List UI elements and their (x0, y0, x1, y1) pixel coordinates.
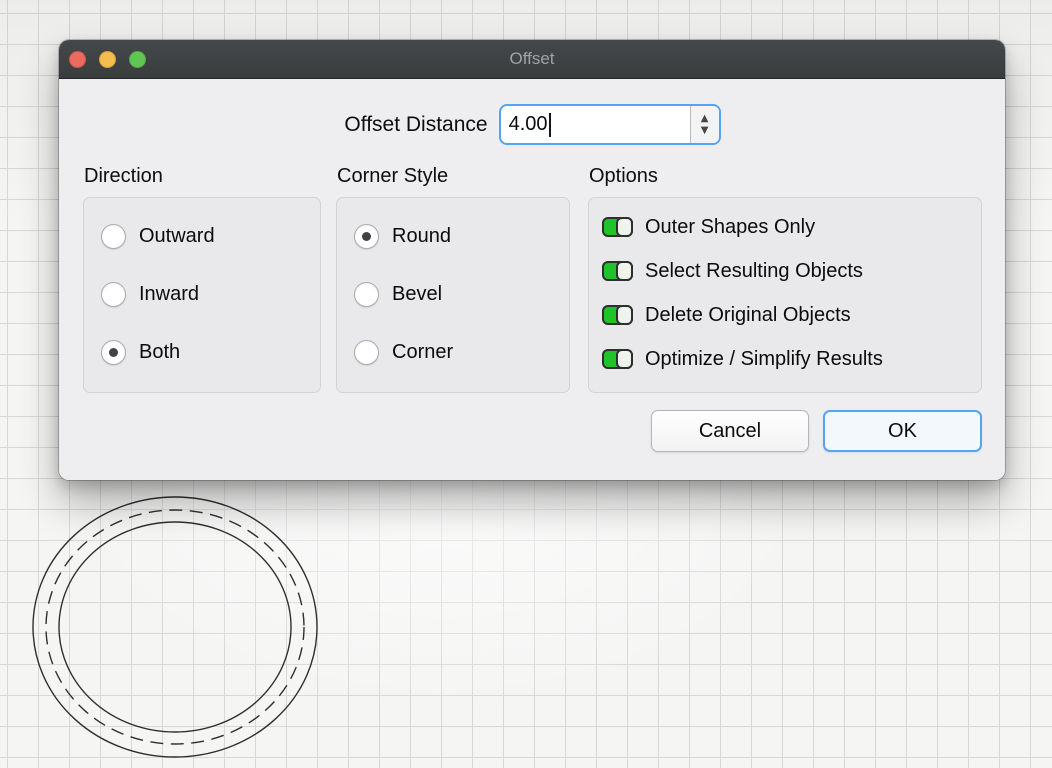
offset-distance-label: Offset Distance (344, 112, 488, 136)
stepper-up-icon[interactable]: ▲ (691, 106, 719, 125)
options-label: Options (589, 165, 658, 187)
offset-outer-ellipse[interactable] (32, 496, 318, 758)
offset-inner-ellipse[interactable] (58, 521, 292, 733)
direction-group: Outward Inward Both (83, 197, 321, 393)
close-icon[interactable] (69, 50, 86, 68)
radio-indicator[interactable] (354, 339, 379, 365)
dialog-actions: Cancel OK (83, 410, 982, 452)
radio-indicator[interactable] (101, 223, 126, 249)
toggle-knob (616, 217, 633, 237)
minimize-icon[interactable] (99, 50, 116, 68)
offset-distance-stepper: ▲ ▼ (689, 106, 719, 144)
corner-style-group: Round Bevel Corner (336, 197, 570, 393)
radio-corner[interactable]: Corner (354, 334, 552, 370)
options-group: Outer Shapes Only Select Resulting Objec… (588, 197, 982, 393)
toggle-switch[interactable] (602, 261, 633, 281)
ok-button[interactable]: OK (823, 410, 982, 452)
toggle-select-resulting-objects[interactable]: Select Resulting Objects (602, 256, 968, 286)
stepper-down-icon[interactable]: ▼ (691, 125, 719, 144)
original-dashed-ellipse[interactable] (45, 509, 305, 745)
radio-indicator[interactable] (101, 339, 126, 365)
window-title: Offset (509, 49, 555, 68)
settings-columns: Direction Outward Inward Both (83, 165, 982, 393)
text-cursor (548, 112, 551, 137)
offset-distance-field[interactable]: 4.00 ▲ ▼ (498, 104, 721, 145)
corner-style-label: Corner Style (337, 165, 449, 187)
radio-outward[interactable]: Outward (101, 218, 303, 254)
toggle-knob (616, 261, 633, 281)
toggle-knob (616, 349, 633, 369)
offset-distance-row: Offset Distance 4.00 ▲ ▼ (83, 104, 982, 145)
radio-inward[interactable]: Inward (101, 276, 303, 312)
corner-style-section: Corner Style Round Bevel Corner (336, 165, 570, 393)
radio-indicator[interactable] (354, 281, 379, 307)
toggle-switch[interactable] (602, 349, 633, 369)
toggle-optimize-simplify-results[interactable]: Optimize / Simplify Results (602, 344, 968, 374)
toggle-outer-shapes-only[interactable]: Outer Shapes Only (602, 212, 968, 242)
window-controls (69, 50, 146, 68)
titlebar[interactable]: Offset (59, 40, 1005, 79)
direction-section: Direction Outward Inward Both (83, 165, 321, 393)
zoom-icon[interactable] (129, 50, 146, 68)
options-section: Options Outer Shapes Only Select Resulti… (588, 165, 982, 393)
radio-indicator[interactable] (354, 223, 379, 249)
cancel-button[interactable]: Cancel (651, 410, 809, 452)
offset-dialog: Offset Offset Distance 4.00 ▲ ▼ Directio… (59, 40, 1005, 480)
toggle-switch[interactable] (602, 305, 633, 325)
radio-both[interactable]: Both (101, 334, 303, 370)
radio-bevel[interactable]: Bevel (354, 276, 552, 312)
toggle-delete-original-objects[interactable]: Delete Original Objects (602, 300, 968, 330)
toggle-switch[interactable] (602, 217, 633, 237)
toggle-knob (616, 305, 633, 325)
radio-round[interactable]: Round (354, 218, 552, 254)
direction-label: Direction (84, 165, 163, 187)
radio-indicator[interactable] (101, 281, 126, 307)
dialog-body: Offset Distance 4.00 ▲ ▼ Direction (59, 79, 1005, 480)
offset-distance-value: 4.00 (508, 113, 548, 135)
